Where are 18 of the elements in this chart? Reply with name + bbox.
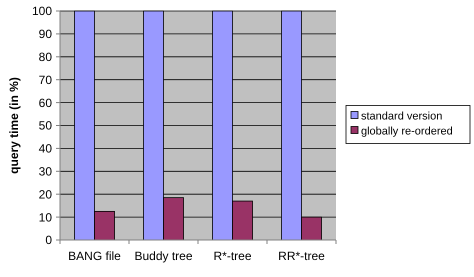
y-tick-label: 0	[45, 233, 52, 248]
y-tick-label: 70	[38, 72, 52, 87]
x-tick-label: BANG file	[68, 249, 122, 263]
legend-label: standard version	[361, 110, 442, 122]
y-tick-label: 10	[38, 210, 52, 224]
y-tick-label: 60	[38, 96, 52, 110]
x-tick-label: R*-tree	[213, 249, 252, 263]
y-axis-title: query time (in %)	[7, 77, 21, 174]
y-tick-label: 30	[38, 164, 52, 178]
x-tick-label: RR*-tree	[278, 249, 326, 263]
y-tick-label: 90	[38, 27, 52, 42]
y-tick-label: 40	[38, 142, 52, 156]
y-tick-label: 20	[38, 187, 52, 202]
y-tick-label: 100	[32, 4, 52, 18]
y-tick-label: 50	[38, 118, 52, 133]
legend-label: globally re-ordered	[361, 125, 453, 138]
y-tick-label: 80	[38, 50, 52, 64]
x-tick-label: Buddy tree	[134, 249, 193, 263]
